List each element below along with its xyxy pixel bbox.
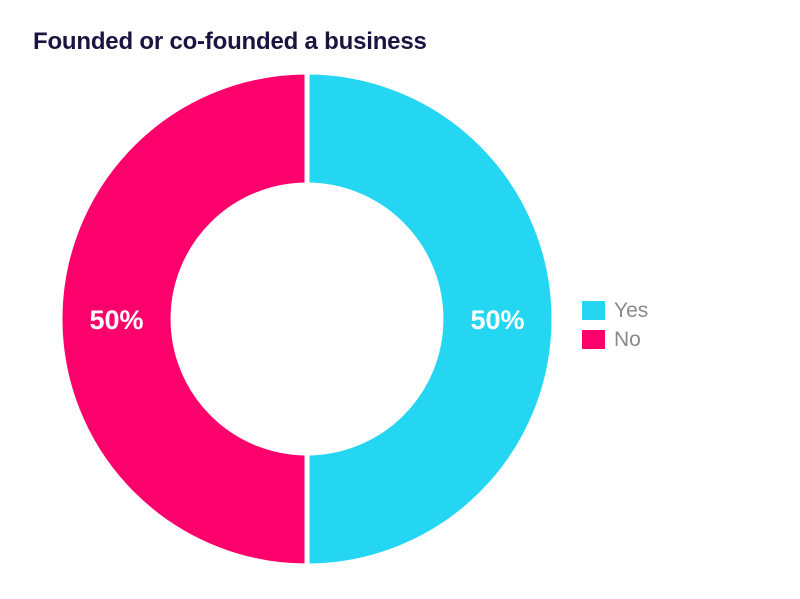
slice-no (57, 69, 310, 569)
legend-swatch-no (582, 330, 605, 349)
legend-label-no: No (614, 327, 641, 351)
legend-swatch-yes (582, 301, 605, 320)
slice-label-yes: 50% (470, 305, 524, 335)
legend-item-no: No (582, 325, 648, 354)
chart-title: Founded or co-founded a business (33, 28, 427, 55)
legend-item-yes: Yes (582, 296, 648, 325)
slice-yes (304, 69, 557, 569)
legend-label-yes: Yes (614, 298, 649, 322)
slice-label-no: 50% (89, 305, 143, 335)
chart-legend: Yes No (582, 296, 648, 354)
